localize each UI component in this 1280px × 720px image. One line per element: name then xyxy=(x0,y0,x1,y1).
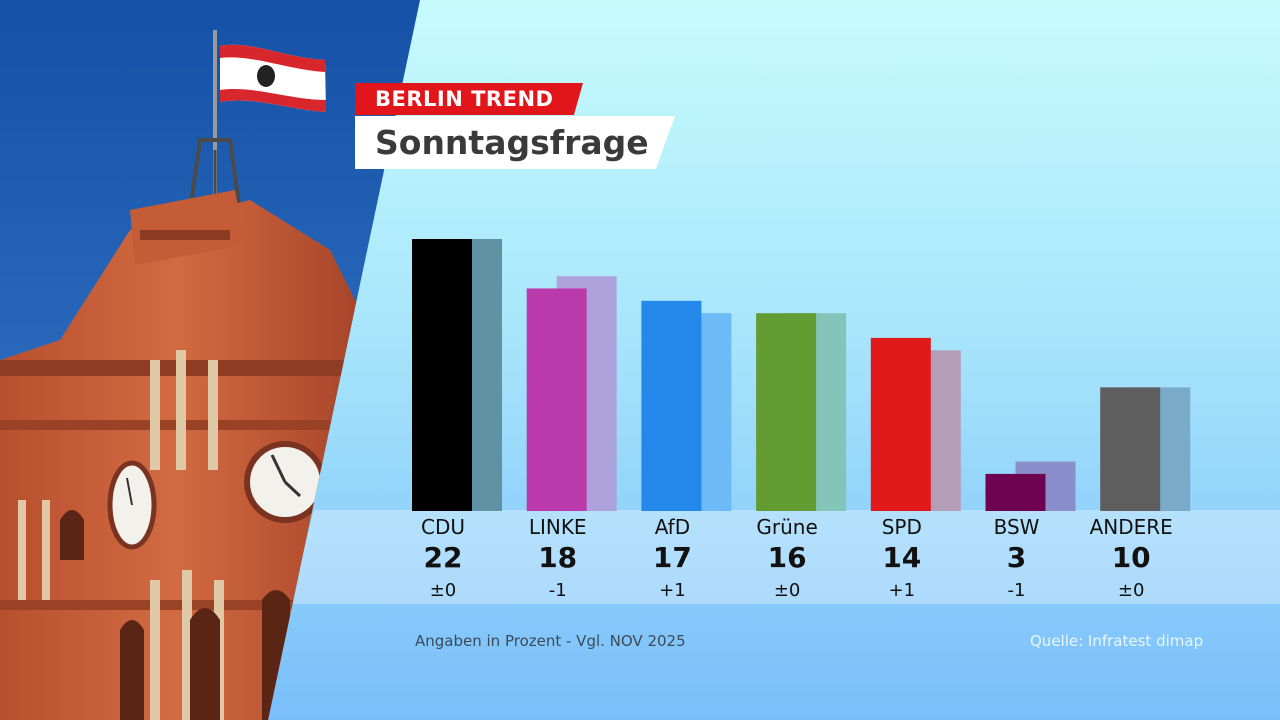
bar-current-cdu xyxy=(412,239,472,511)
value-label: 3 xyxy=(1007,541,1026,574)
bar-current-grne xyxy=(756,313,817,511)
kicker-label: BERLIN TREND xyxy=(355,83,583,115)
party-label: ANDERE xyxy=(1090,515,1173,539)
bar-current-bsw xyxy=(985,473,1046,511)
change-label: ±0 xyxy=(774,580,801,601)
value-label: 10 xyxy=(1112,541,1151,574)
value-label: 22 xyxy=(424,541,463,574)
party-label: BSW xyxy=(994,515,1040,539)
party-label: AfD xyxy=(655,515,690,539)
change-label: +1 xyxy=(889,580,916,601)
chart-title: Sonntagsfrage xyxy=(355,116,675,169)
source-note: Quelle: Infratest dimap xyxy=(1030,632,1204,650)
value-label: 18 xyxy=(538,541,577,574)
bar-current-linke xyxy=(526,288,587,511)
label-band xyxy=(289,510,1280,604)
change-label: ±0 xyxy=(1118,580,1145,601)
change-label: -1 xyxy=(1008,580,1026,601)
party-label: LINKE xyxy=(529,515,587,539)
value-label: 17 xyxy=(653,541,692,574)
value-label: 16 xyxy=(768,541,807,574)
bar-current-afd xyxy=(641,300,702,511)
party-label: CDU xyxy=(421,515,465,539)
footnote: Angaben in Prozent - Vgl. NOV 2025 xyxy=(415,632,686,650)
party-label: Grüne xyxy=(756,515,817,539)
change-label: -1 xyxy=(549,580,567,601)
bar-current-andere xyxy=(1100,387,1161,511)
bar-current-spd xyxy=(870,337,931,511)
value-label: 14 xyxy=(882,541,921,574)
party-label: SPD xyxy=(882,515,922,539)
change-label: +1 xyxy=(659,580,686,601)
change-label: ±0 xyxy=(430,580,457,601)
